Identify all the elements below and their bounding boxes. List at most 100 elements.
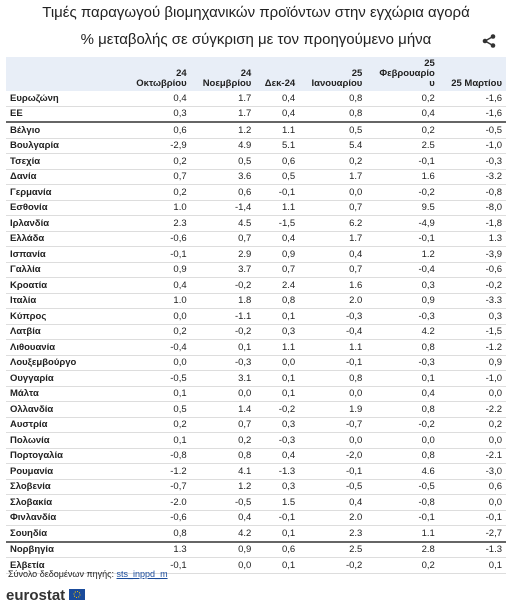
cell: 0,2 [366, 91, 439, 107]
cell: 0,8 [255, 293, 300, 309]
row-label: Μάλτα [6, 386, 124, 402]
cell: -1.3 [255, 463, 300, 480]
cell: 0,3 [438, 308, 506, 325]
cell: -1,5 [255, 215, 300, 232]
cell: 0,8 [299, 106, 367, 123]
row-label: Ρουμανία [6, 463, 124, 480]
table-row: Αυστρία 0,2 0,7 0,3 -0,7 -0,2 0,2 [6, 417, 506, 433]
row-label: Νορβηγία [6, 541, 124, 558]
cell: 1.1 [366, 525, 439, 543]
cell: -0,2 [190, 277, 256, 294]
cell: -0,1 [255, 184, 300, 201]
column-header: 25 Μαρτίου [438, 57, 506, 91]
cell: 0,0 [299, 386, 367, 402]
cell: 1.0 [124, 200, 191, 216]
cell: -2.1 [438, 448, 506, 464]
cell: -0,3 [255, 432, 300, 449]
row-label: Πολωνία [6, 432, 124, 449]
cell: 0,9 [438, 355, 506, 371]
column-header-line: Νοεμβρίου [202, 78, 252, 89]
cell: 1.1 [255, 200, 300, 216]
table-row: Κροατία 0,4 -0,2 2.4 1.6 0,3 -0,2 [6, 277, 506, 294]
cell: 0,4 [255, 448, 300, 464]
cell: -0,8 [124, 448, 191, 464]
cell: -3,0 [438, 463, 506, 480]
cell: -3,9 [438, 246, 506, 263]
row-label: Σουηδία [6, 525, 124, 543]
cell: 0,5 [255, 169, 300, 185]
cell: 0,5 [299, 122, 367, 139]
cell: -2,0 [299, 448, 367, 464]
cell: 2.9 [190, 246, 256, 263]
table-row: Βέλγιο 0,6 1.2 1.1 0,5 0,2 -0,5 [6, 122, 506, 139]
cell: 0,3 [255, 417, 300, 433]
cell: 0,4 [366, 386, 439, 402]
cell: 1.6 [366, 169, 439, 185]
share-icon[interactable] [482, 34, 496, 48]
cell: 9.5 [366, 200, 439, 216]
cell: 0,7 [255, 262, 300, 278]
table-row: Νορβηγία 1.3 0,9 0,6 2.5 2.8 -1.3 [6, 541, 506, 558]
cell: -0,2 [366, 417, 439, 433]
cell: -2.2 [438, 401, 506, 418]
cell: 0,0 [190, 386, 256, 402]
cell: 1.5 [255, 494, 300, 511]
column-header-line: υ [429, 78, 435, 89]
row-label: Ολλανδία [6, 401, 124, 418]
cell: 0,0 [299, 184, 367, 201]
column-header-line: Ιανουαρίου [311, 78, 363, 89]
table-row: Ιρλανδία 2.3 4.5 -1,5 6.2 -4,9 -1,8 [6, 215, 506, 232]
row-label: Λατβία [6, 324, 124, 340]
logo: eurostat [6, 587, 86, 604]
column-header-line: Δεκ-24 [264, 78, 296, 89]
column-header: 24 Οκτωβρίου [124, 57, 191, 91]
cell: 5.1 [255, 138, 300, 154]
table-row: Λατβία 0,2 -0,2 0,3 -0,4 4.2 -1,5 [6, 324, 506, 340]
source-link[interactable]: sts_inppd_m [116, 569, 168, 579]
table-row: Ουγγαρία -0,5 3.1 0,1 0,8 0,1 -1,0 [6, 370, 506, 387]
cell: 0,1 [255, 386, 300, 402]
row-label: Ισπανία [6, 246, 124, 263]
cell: -0,1 [438, 510, 506, 526]
cell: 0,0 [366, 432, 439, 449]
row-label: Αυστρία [6, 417, 124, 433]
cell: 1.2 [190, 479, 256, 495]
cell: -3.3 [438, 293, 506, 309]
cell: 0,1 [366, 370, 439, 387]
cell: 4.2 [366, 324, 439, 340]
cell: 0,1 [190, 339, 256, 356]
cell: 1.1 [255, 339, 300, 356]
cell: 0,3 [366, 277, 439, 294]
cell: 0,6 [255, 541, 300, 558]
row-label: Ελλάδα [6, 231, 124, 247]
table-row: Δανία 0,7 3.6 0,5 1.7 1.6 -3.2 [6, 169, 506, 185]
cell: 0,0 [438, 494, 506, 511]
cell: 1.7 [190, 91, 256, 107]
cell: 0,2 [124, 153, 191, 170]
source: Σύνολο δεδομένων πηγής: sts_inppd_m [8, 569, 168, 579]
cell: -1,0 [438, 370, 506, 387]
cell: 3.1 [190, 370, 256, 387]
table-row: Κύπρος 0,0 -1.1 0,1 -0,3 -0,3 0,3 [6, 308, 506, 325]
row-label: Βέλγιο [6, 122, 124, 139]
column-header-line: 25 Μαρτίου [451, 78, 502, 89]
cell: 1.1 [255, 122, 300, 139]
column-header: Δεκ-24 [255, 57, 300, 91]
table-row: Ελβετία -0,1 0,0 0,1 -0,2 0,2 0,1 [6, 557, 506, 574]
cell: 3.6 [190, 169, 256, 185]
cell: -8,0 [438, 200, 506, 216]
column-header: 24 Νοεμβρίου [190, 57, 256, 91]
cell: 4.5 [190, 215, 256, 232]
cell: 0,8 [190, 448, 256, 464]
row-label: Πορτογαλία [6, 448, 124, 464]
cell: -0,8 [438, 184, 506, 201]
source-label: Σύνολο δεδομένων πηγής: [8, 569, 115, 579]
row-label: Ιταλία [6, 293, 124, 309]
cell: 0,0 [190, 557, 256, 574]
cell: 0,8 [299, 370, 367, 387]
cell: -0,3 [190, 355, 256, 371]
logo-text: eurostat [6, 587, 66, 604]
table-row: Λιθουανία -0,4 0,1 1.1 1.1 0,8 -1.2 [6, 339, 506, 356]
cell: 0,7 [124, 169, 191, 185]
cell: 0,1 [255, 525, 300, 543]
